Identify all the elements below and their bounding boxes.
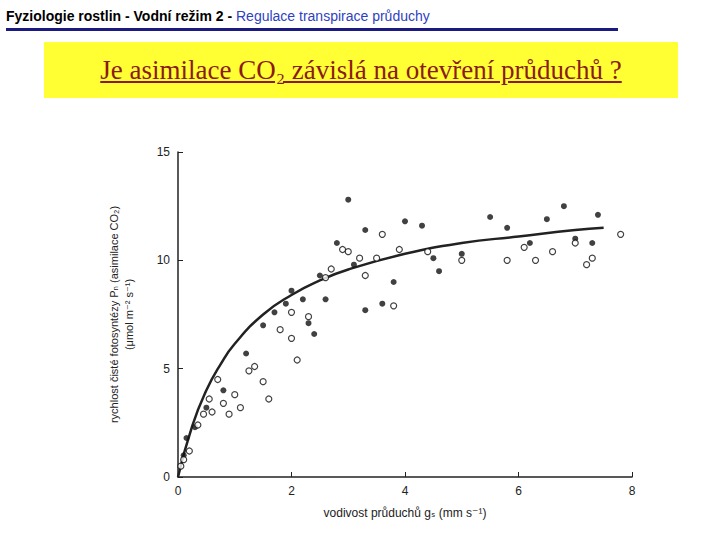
html-text:Je asimilace CO₂ závislá na ot: Je asimilace CO₂ závislá na otevření prů… xyxy=(100,54,622,85)
svg-text:4: 4 xyxy=(402,484,409,498)
svg-text:rychlost čisté fotosyntézy Pₙ: rychlost čisté fotosyntézy Pₙ (asimilace… xyxy=(108,206,120,423)
svg-text:15: 15 xyxy=(157,145,171,159)
svg-text:2: 2 xyxy=(288,484,295,498)
svg-text:10: 10 xyxy=(157,253,171,267)
svg-text:(μmol m⁻² s⁻¹): (μmol m⁻² s⁻¹) xyxy=(123,279,135,350)
svg-text:8: 8 xyxy=(629,484,636,498)
html-text:Fyziologie rostlin - Vodní rež: Fyziologie rostlin - Vodní režim 2 - Reg… xyxy=(6,8,430,24)
svg-text:5: 5 xyxy=(163,362,170,376)
svg-text:0: 0 xyxy=(175,484,182,498)
svg-text:6: 6 xyxy=(515,484,522,498)
svg-text:vodivost průduchů gₛ (mm s⁻¹): vodivost průduchů gₛ (mm s⁻¹) xyxy=(324,506,487,520)
svg-text:0: 0 xyxy=(163,470,170,484)
